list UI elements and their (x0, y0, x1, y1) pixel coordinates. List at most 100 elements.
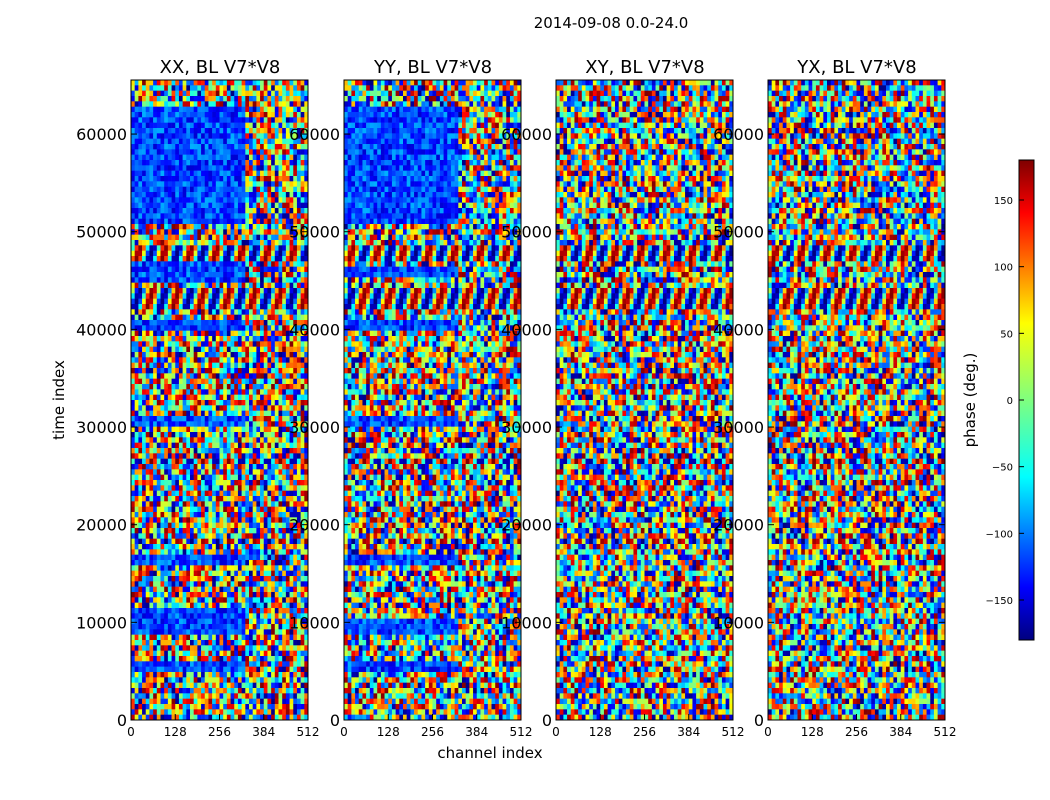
heatmap-cell (264, 341, 268, 347)
heatmap-cell (135, 245, 139, 251)
heatmap-cell (253, 112, 257, 118)
heatmap-cell (264, 155, 268, 161)
heatmap-cell (186, 245, 190, 251)
heatmap-cell (164, 368, 168, 374)
heatmap-cell (183, 181, 187, 187)
heatmap-cell (131, 368, 135, 374)
heatmap-cell (242, 160, 246, 166)
heatmap-cell (301, 395, 305, 401)
heatmap-cell (175, 352, 179, 358)
heatmap-cell (201, 101, 205, 107)
heatmap-cell (142, 363, 146, 369)
heatmap-cell (164, 197, 168, 203)
heatmap-cell (175, 197, 179, 203)
heatmap-cell (186, 187, 190, 193)
heatmap-cell (164, 277, 168, 283)
heatmap-cell (271, 341, 275, 347)
heatmap-cell (135, 107, 139, 113)
heatmap-cell (227, 165, 231, 171)
heatmap-cell (279, 299, 283, 305)
heatmap-cell (242, 235, 246, 241)
heatmap-cell (138, 368, 142, 374)
heatmap-cell (271, 112, 275, 118)
heatmap-cell (179, 245, 183, 251)
heatmap-cell (149, 144, 153, 150)
heatmap-cell (271, 171, 275, 177)
heatmap-cell (190, 80, 194, 86)
heatmap-cell (142, 107, 146, 113)
heatmap-cell (260, 379, 264, 385)
heatmap-cell (282, 91, 286, 97)
heatmap-cell (164, 219, 168, 225)
heatmap-cell (227, 299, 231, 305)
heatmap-cell (245, 229, 249, 235)
heatmap-cell (271, 277, 275, 283)
heatmap-cell (242, 107, 246, 113)
heatmap-cell (297, 277, 301, 283)
heatmap-cell (131, 91, 135, 97)
heatmap-cell (301, 101, 305, 107)
heatmap-cell (149, 405, 153, 411)
heatmap-cell (146, 379, 150, 385)
heatmap-cell (271, 80, 275, 86)
heatmap-cell (149, 331, 153, 337)
heatmap-cell (161, 171, 165, 177)
heatmap-cell (245, 85, 249, 91)
heatmap-cell (153, 245, 157, 251)
heatmap-cell (256, 149, 260, 155)
heatmap-cell (146, 85, 150, 91)
heatmap-cell (138, 315, 142, 321)
heatmap-cell (282, 331, 286, 337)
heatmap-cell (186, 117, 190, 123)
heatmap-cell (249, 229, 253, 235)
heatmap-cell (282, 299, 286, 305)
heatmap-cell (249, 245, 253, 251)
heatmap-cell (290, 352, 294, 358)
heatmap-cell (197, 160, 201, 166)
heatmap-cell (161, 245, 165, 251)
heatmap-cell (223, 160, 227, 166)
heatmap-cell (190, 299, 194, 305)
heatmap-cell (197, 384, 201, 390)
heatmap-cell (157, 341, 161, 347)
heatmap-cell (249, 395, 253, 401)
heatmap-cell (142, 123, 146, 129)
heatmap-cell (149, 176, 153, 182)
heatmap-cell (260, 283, 264, 289)
heatmap-cell (168, 203, 172, 209)
heatmap-cell (146, 261, 150, 267)
heatmap-cell (153, 261, 157, 267)
heatmap-cell (208, 123, 212, 129)
heatmap-cell (223, 149, 227, 155)
heatmap-cell (175, 213, 179, 219)
heatmap-cell (242, 133, 246, 139)
heatmap-cell (190, 101, 194, 107)
heatmap-cell (146, 139, 150, 145)
heatmap-cell (249, 187, 253, 193)
heatmap-cell (249, 149, 253, 155)
heatmap-cell (153, 283, 157, 289)
heatmap-cell (183, 208, 187, 214)
heatmap-cell (149, 352, 153, 358)
heatmap-cell (212, 368, 216, 374)
heatmap-cell (201, 171, 205, 177)
heatmap-cell (238, 379, 242, 385)
heatmap-cell (208, 283, 212, 289)
heatmap-cell (234, 245, 238, 251)
heatmap-cell (301, 373, 305, 379)
heatmap-cell (223, 251, 227, 257)
heatmap-cell (183, 197, 187, 203)
heatmap-cell (234, 224, 238, 230)
heatmap-cell (256, 352, 260, 358)
heatmap-cell (194, 389, 198, 395)
heatmap-cell (153, 400, 157, 406)
heatmap-cell (249, 197, 253, 203)
heatmap-cell (279, 149, 283, 155)
heatmap-cell (231, 304, 235, 310)
heatmap-cell (264, 123, 268, 129)
heatmap-cell (223, 181, 227, 187)
y-axis-label: time index (50, 360, 68, 440)
heatmap-cell (138, 272, 142, 278)
heatmap-cell (253, 224, 257, 230)
heatmap-cell (242, 208, 246, 214)
